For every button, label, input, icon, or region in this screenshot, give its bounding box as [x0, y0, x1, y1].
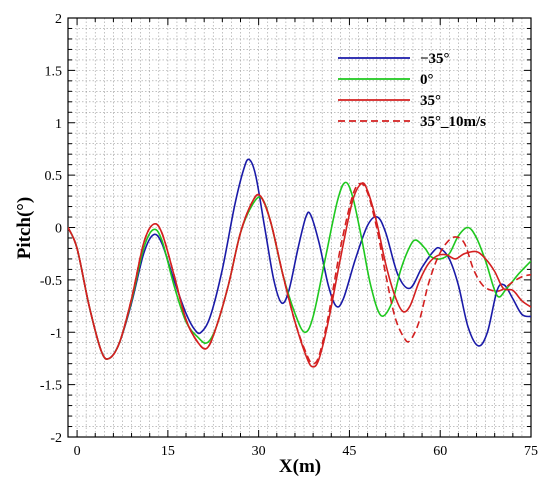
y-tick-label: 1: [55, 117, 62, 132]
grid-lines: [68, 18, 531, 437]
x-tick-label: 75: [524, 444, 538, 459]
series-lines: [68, 158, 531, 368]
series-line-1: [68, 181, 531, 360]
y-tick-label: -1.5: [40, 379, 62, 394]
x-tick-label: 60: [433, 444, 447, 459]
y-tick-label: 1.5: [45, 64, 63, 79]
x-tick-label: 0: [74, 444, 81, 459]
y-tick-label: -2: [50, 431, 62, 446]
y-tick-label: 0.5: [45, 169, 63, 184]
y-tick-label: -0.5: [40, 274, 62, 289]
series-line-3: [68, 182, 531, 365]
series-line-0: [68, 158, 531, 360]
axes: -2 -1.5 -1 -0.5 0 0.5 1 1.5 2 0 15 30 45 60 75: [40, 12, 538, 459]
x-tick-label: 45: [342, 444, 356, 459]
legend-label-0: −35°: [420, 51, 450, 67]
x-axis-title: X(m): [279, 456, 321, 477]
legend-label-1: 0°: [420, 72, 434, 88]
y-tick-label: 0: [55, 222, 62, 237]
legend-label-3: 35°_10m/s: [420, 114, 486, 130]
x-tick-label: 30: [252, 444, 266, 459]
series-line-2: [68, 182, 531, 368]
y-tick-label: -1: [50, 326, 62, 341]
legend: −35° 0° 35° 35°_10m/s: [338, 51, 486, 130]
y-axis-title: Pitch(°): [14, 197, 35, 259]
legend-label-2: 35°: [420, 93, 441, 109]
y-tick-label: 2: [55, 12, 62, 27]
x-tick-label: 15: [161, 444, 175, 459]
